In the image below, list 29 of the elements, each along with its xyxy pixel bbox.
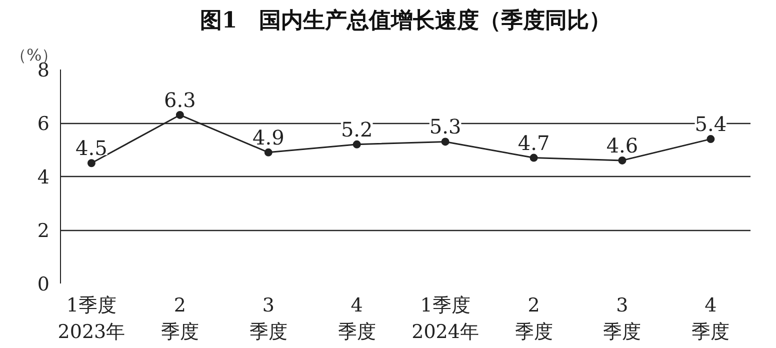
x-tick-label: 3 季度	[603, 294, 642, 343]
data-label: 5.4	[694, 112, 727, 136]
data-label: 5.2	[340, 117, 373, 142]
data-label: 6.3	[164, 88, 196, 112]
y-tick-label: 2	[37, 220, 50, 242]
chart-title: 图1 国内生产总值增长速度（季度同比）	[200, 8, 612, 34]
x-tick-label: 1季度 2023年	[58, 294, 126, 343]
x-tick-label: 4 季度	[692, 294, 730, 343]
point	[352, 140, 361, 148]
point	[441, 138, 450, 146]
x-tick-label: 2 季度	[160, 294, 199, 343]
x-tick-label: 3 季度	[249, 294, 288, 343]
point	[618, 156, 626, 164]
data-label: 4.5	[76, 136, 108, 160]
point	[176, 110, 184, 119]
data-label: 4.9	[252, 125, 284, 150]
point	[87, 159, 96, 168]
y-tick-label: 4	[37, 166, 50, 188]
y-tick-label: 0	[37, 274, 50, 296]
x-tick-label: 2 季度	[514, 294, 553, 343]
y-tick-label: 6	[37, 113, 50, 135]
point	[706, 135, 715, 144]
data-label: 4.6	[606, 133, 638, 158]
data-label: 5.3	[429, 114, 462, 139]
point	[264, 148, 272, 156]
x-tick-label: 1季度 2024年	[412, 294, 479, 343]
x-tick-label: 4 季度	[338, 294, 376, 343]
point	[530, 154, 538, 162]
data-label: 4.7	[518, 130, 550, 155]
